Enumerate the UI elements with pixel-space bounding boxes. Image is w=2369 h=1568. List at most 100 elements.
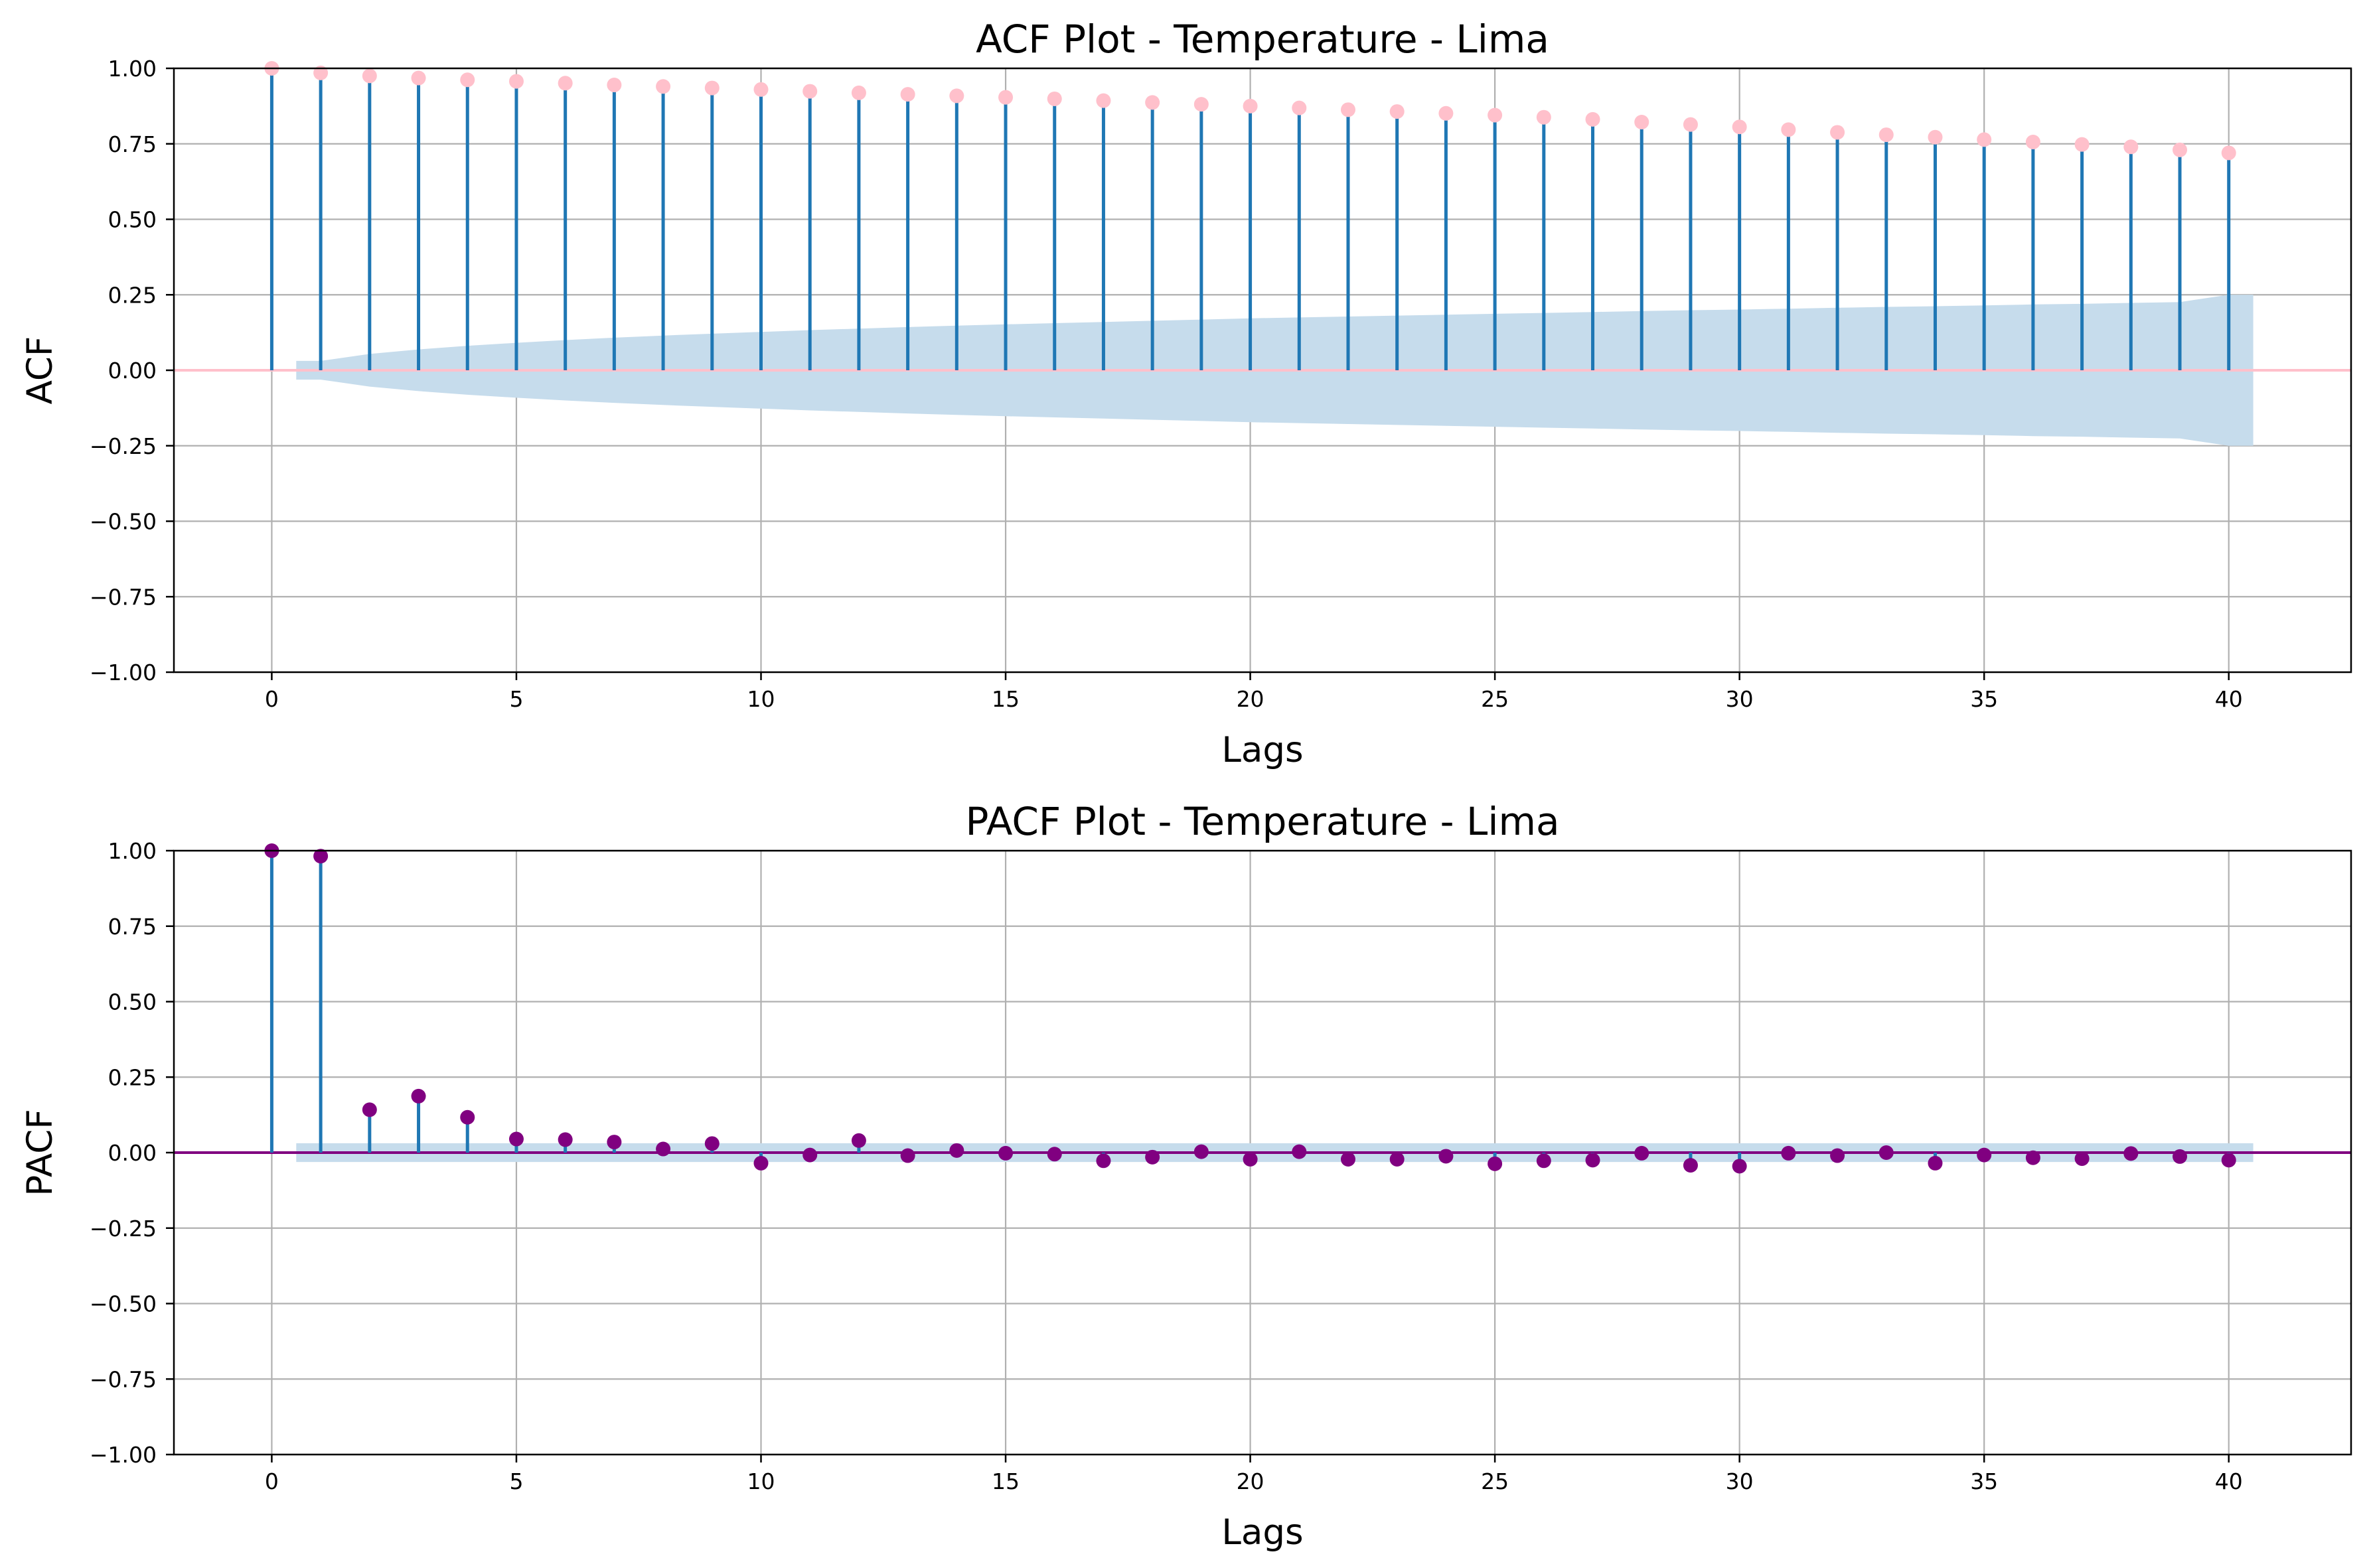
acf-marker-lag-26 [1536, 109, 1551, 125]
acf-marker-lag-21 [1292, 100, 1307, 115]
acf-y-axis-label: ACF [20, 336, 60, 405]
pacf-marker-lag-1 [313, 849, 329, 864]
acf-marker-lag-40 [2221, 145, 2236, 161]
acf-marker-lag-36 [2025, 135, 2040, 150]
acf-y-tick-label: −0.50 [90, 509, 157, 535]
acf-marker-lag-16 [1047, 91, 1062, 106]
acf-y-tick-label: 0.25 [108, 282, 157, 308]
pacf-title: PACF Plot - Temperature - Lima [965, 799, 1559, 844]
acf-y-tick-label: 0.00 [108, 358, 157, 384]
pacf-marker-lag-3 [411, 1088, 426, 1104]
acf-marker-lag-31 [1781, 122, 1796, 137]
acf-marker-lag-27 [1585, 111, 1600, 127]
acf-marker-lag-32 [1830, 125, 1845, 140]
acf-x-axis-label: Lags [1221, 730, 1303, 770]
acf-y-tick-label: −1.00 [90, 660, 157, 685]
pacf-x-tick-label: 0 [265, 1468, 279, 1494]
acf-x-tick-label: 5 [509, 686, 523, 712]
pacf-marker-lag-9 [704, 1136, 720, 1151]
acf-marker-lag-3 [411, 70, 426, 86]
pacf-y-tick-label: −0.50 [90, 1291, 157, 1317]
acf-x-tick-label: 10 [747, 686, 775, 712]
pacf-y-tick-label: 0.00 [108, 1140, 157, 1166]
pacf-marker-lag-17 [1096, 1153, 1111, 1169]
acf-marker-lag-1 [313, 65, 329, 80]
acf-marker-lag-7 [607, 78, 622, 93]
pacf-y-tick-label: 0.25 [108, 1064, 157, 1090]
acf-marker-lag-5 [508, 74, 524, 89]
pacf-marker-lag-23 [1389, 1152, 1405, 1167]
acf-marker-lag-12 [851, 85, 866, 100]
acf-marker-lag-34 [1928, 129, 1943, 145]
pacf-marker-lag-5 [508, 1131, 524, 1147]
pacf-marker-lag-19 [1193, 1144, 1209, 1159]
pacf-y-tick-label: 0.50 [108, 989, 157, 1015]
acf-marker-lag-39 [2173, 142, 2188, 157]
acf-marker-lag-18 [1145, 95, 1160, 110]
pacf-marker-lag-7 [607, 1135, 622, 1150]
pacf-marker-lag-24 [1438, 1149, 1454, 1164]
pacf-marker-lag-28 [1634, 1145, 1649, 1161]
acf-marker-lag-15 [998, 90, 1014, 105]
pacf-marker-lag-8 [656, 1141, 671, 1157]
acf-x-tick-label: 15 [992, 686, 1020, 712]
acf-marker-lag-38 [2123, 139, 2139, 155]
pacf-marker-lag-31 [1781, 1145, 1796, 1161]
acf-y-tick-label: 0.75 [108, 131, 157, 157]
acf-x-tick-label: 25 [1481, 686, 1509, 712]
acf-marker-lag-6 [558, 76, 573, 91]
pacf-marker-lag-39 [2173, 1149, 2188, 1164]
pacf-marker-lag-21 [1292, 1144, 1307, 1159]
acf-x-tick-label: 35 [1970, 686, 1998, 712]
acf-x-tick-label: 0 [265, 686, 279, 712]
pacf-marker-lag-18 [1145, 1149, 1160, 1165]
acf-marker-lag-37 [2074, 137, 2090, 152]
pacf-marker-lag-33 [1878, 1145, 1894, 1160]
acf-x-tick-label: 20 [1237, 686, 1264, 712]
pacf-marker-lag-36 [2025, 1150, 2040, 1165]
acf-marker-lag-30 [1732, 119, 1747, 135]
pacf-marker-lag-13 [900, 1148, 915, 1163]
acf-y-tick-label: −0.25 [90, 433, 157, 459]
acf-marker-lag-8 [656, 79, 671, 94]
acf-marker-lag-33 [1878, 127, 1894, 143]
pacf-x-tick-label: 15 [992, 1468, 1020, 1494]
acf-marker-lag-24 [1438, 106, 1454, 121]
pacf-x-tick-label: 30 [1726, 1468, 1754, 1494]
acf-x-tick-label: 40 [2215, 686, 2243, 712]
pacf-marker-lag-26 [1536, 1153, 1551, 1169]
pacf-marker-lag-29 [1683, 1158, 1698, 1173]
acf-marker-lag-11 [802, 84, 818, 99]
pacf-x-tick-label: 20 [1237, 1468, 1264, 1494]
pacf-marker-lag-4 [460, 1109, 475, 1125]
pacf-marker-lag-32 [1830, 1148, 1845, 1163]
acf-marker-lag-20 [1243, 98, 1258, 113]
pacf-marker-lag-20 [1243, 1152, 1258, 1167]
acf-marker-lag-29 [1683, 117, 1698, 132]
acf-panel: 0 5 10 15 20 25 30 35 40 −1.00 −0.75 −0.50 −0.25 0.00… [20, 17, 2352, 770]
pacf-y-tick-label: −1.00 [90, 1442, 157, 1468]
pacf-y-axis-label: PACF [20, 1109, 60, 1196]
pacf-marker-lag-27 [1585, 1153, 1600, 1168]
pacf-panel: 0 5 10 15 20 25 30 35 40 −1.00 −0.75 −0.50 −0.25 0.00… [20, 799, 2352, 1553]
acf-marker-lag-4 [460, 72, 475, 88]
acf-marker-lag-2 [362, 68, 377, 84]
pacf-x-tick-label: 5 [509, 1468, 523, 1494]
pacf-y-tick-label: −0.25 [90, 1216, 157, 1242]
pacf-marker-lag-40 [2221, 1153, 2236, 1168]
acf-marker-lag-22 [1340, 102, 1355, 117]
pacf-marker-lag-14 [949, 1143, 964, 1158]
acf-y-tick-label: 0.50 [108, 207, 157, 233]
pacf-marker-lag-2 [362, 1102, 377, 1117]
acf-marker-lag-19 [1193, 97, 1209, 112]
acf-marker-lag-28 [1634, 114, 1649, 129]
acf-marker-lag-10 [753, 82, 769, 97]
acf-marker-lag-25 [1488, 107, 1503, 123]
pacf-marker-lag-25 [1488, 1156, 1503, 1171]
acf-title: ACF Plot - Temperature - Lima [976, 17, 1549, 62]
pacf-marker-lag-10 [753, 1155, 769, 1171]
pacf-x-axis-label: Lags [1221, 1512, 1303, 1553]
pacf-x-tick-label: 40 [2215, 1468, 2243, 1494]
pacf-marker-lag-37 [2074, 1151, 2090, 1167]
